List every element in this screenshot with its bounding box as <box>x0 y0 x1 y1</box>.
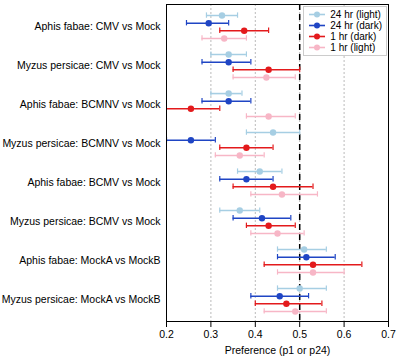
html-text:1 hr (dark): 1 hr (dark) <box>330 31 377 42</box>
svg-text:0.7: 0.7 <box>381 328 396 340</box>
svg-text:0.6: 0.6 <box>337 328 352 340</box>
svg-text:Myzus persicae: BCMNV vs Mock: Myzus persicae: BCMNV vs Mock <box>2 137 161 149</box>
svg-text:Myzus persicae: CMV vs Mock: Myzus persicae: CMV vs Mock <box>17 59 161 71</box>
svg-text:Preference (p1 or p24): Preference (p1 or p24) <box>225 344 331 356</box>
svg-text:0.3: 0.3 <box>204 328 219 340</box>
svg-text:Aphis fabae: MockA vs MockB: Aphis fabae: MockA vs MockB <box>19 254 160 266</box>
svg-text:0.4: 0.4 <box>248 328 263 340</box>
svg-text:Aphis fabae: BCMV vs Mock: Aphis fabae: BCMV vs Mock <box>27 176 161 188</box>
svg-text:0.2: 0.2 <box>159 328 174 340</box>
svg-text:Myzus persicae: MockA vs MockB: Myzus persicae: MockA vs MockB <box>2 293 161 305</box>
html-text:1 hr (light): 1 hr (light) <box>330 42 376 53</box>
svg-text:0.5: 0.5 <box>292 328 307 340</box>
svg-text:Myzus persicae: BCMV vs Mock: Myzus persicae: BCMV vs Mock <box>10 215 161 227</box>
html-text:24 hr (dark): 24 hr (dark) <box>330 20 382 31</box>
svg-text:Aphis fabae: BCMNV vs Mock: Aphis fabae: BCMNV vs Mock <box>20 98 161 110</box>
html-text:24 hr (light): 24 hr (light) <box>330 9 381 20</box>
svg-text:Aphis fabae: CMV vs Mock: Aphis fabae: CMV vs Mock <box>34 20 161 32</box>
